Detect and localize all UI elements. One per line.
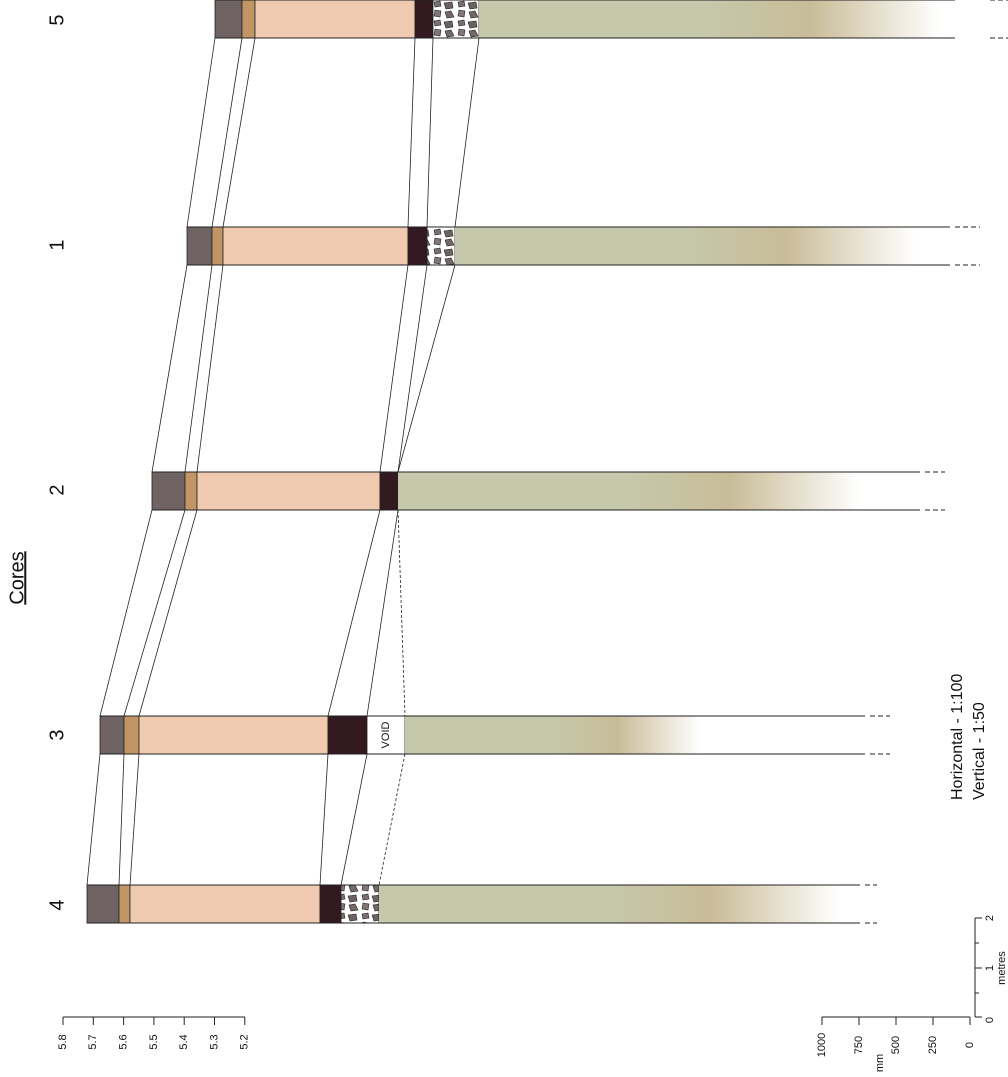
core-label: 3 — [46, 729, 68, 740]
correlation-line — [398, 265, 427, 472]
topsoil-layer — [87, 885, 119, 923]
correlation-line — [367, 510, 398, 716]
correlation-line — [223, 38, 255, 227]
correlation-line — [341, 754, 367, 885]
core-label: 4 — [46, 899, 68, 910]
correlation-line — [328, 510, 380, 716]
topsoil-layer — [152, 472, 185, 510]
scale-label: 5.8 — [57, 1034, 69, 1049]
correlation-line — [187, 38, 215, 227]
rubble-layer — [341, 885, 379, 923]
scales: Cores 5.8 5.7 5.6 5.5 5.4 5.3 5.2 1000 750 500 250 0… — [6, 551, 1008, 1072]
scale-label: 5.6 — [118, 1034, 130, 1049]
scale-label: 250 — [927, 1036, 939, 1054]
scale-label: 5.7 — [87, 1034, 99, 1049]
correlation-line — [398, 265, 455, 472]
correlation-line — [380, 265, 408, 472]
correlation-line — [130, 754, 139, 885]
void-label: VOID — [380, 722, 392, 749]
scale-unit: metres — [996, 951, 1008, 985]
correlation-line — [398, 510, 405, 716]
scale-label: 2 — [984, 915, 996, 921]
correlation-line — [455, 38, 479, 227]
topsoil-layer — [187, 227, 212, 265]
silt-layer — [223, 227, 408, 265]
correlation-line — [427, 38, 433, 227]
cores: 5 1 2 VOID 3 4 — [46, 0, 1008, 923]
scale-label: 500 — [890, 1036, 902, 1054]
core-label: 1 — [46, 239, 68, 250]
scale-label: 5.5 — [148, 1034, 160, 1049]
correlation-line — [124, 510, 185, 716]
correlation-line — [320, 754, 328, 885]
clay-layer — [479, 0, 940, 38]
silt-layer — [197, 472, 380, 510]
scale-note: Vertical - 1:50 — [971, 702, 988, 800]
topsoil-layer — [100, 716, 124, 754]
correlation-line — [87, 754, 100, 885]
correlation-line — [152, 265, 187, 472]
silt-layer — [139, 716, 328, 754]
correlation-lines — [87, 38, 479, 885]
page: {"title": "Cores", "cores": [{"label": "… — [0, 0, 1008, 1072]
scale-label: 5.2 — [239, 1034, 251, 1049]
correlation-line — [100, 510, 152, 716]
clay-layer — [379, 885, 840, 923]
core-label: 5 — [46, 14, 68, 25]
scale-label: 5.3 — [208, 1034, 220, 1049]
silt-layer — [130, 885, 320, 923]
correlation-line — [185, 265, 212, 472]
organic-layer — [415, 0, 433, 38]
sand-layer — [242, 0, 255, 38]
clay-layer — [405, 716, 700, 754]
scale-label: 5.4 — [178, 1034, 190, 1049]
core-label: 2 — [46, 484, 68, 495]
topsoil-layer — [215, 0, 242, 38]
clay-layer — [455, 227, 915, 265]
sand-layer — [124, 716, 139, 754]
organic-layer — [408, 227, 427, 265]
correlation-line — [379, 754, 405, 885]
silt-layer — [255, 0, 415, 38]
clay-layer — [398, 472, 860, 510]
scale-label: 0 — [964, 1042, 976, 1048]
sand-layer — [185, 472, 197, 510]
organic-layer — [320, 885, 341, 923]
rubble-layer — [433, 0, 479, 38]
core-diagram: 5 1 2 VOID 3 4 Cores 5.8 5.7 5.6 5.5 5.4 5.3 5.2 1000… — [0, 0, 1008, 1072]
scale-label: 1 — [984, 965, 996, 971]
correlation-line — [408, 38, 415, 227]
scale-note: Horizontal - 1:100 — [949, 674, 966, 800]
scale-label: 1000 — [816, 1033, 828, 1057]
organic-layer — [328, 716, 367, 754]
correlation-line — [212, 38, 242, 227]
sand-layer — [119, 885, 130, 923]
rubble-layer — [427, 227, 455, 265]
sand-layer — [212, 227, 223, 265]
scale-label: 0 — [984, 1017, 996, 1023]
correlation-line — [119, 754, 124, 885]
organic-layer — [380, 472, 398, 510]
correlation-line — [197, 265, 223, 472]
scale-label: 750 — [853, 1036, 865, 1054]
title: Cores — [6, 551, 28, 604]
scale-unit: mm — [874, 1054, 886, 1072]
correlation-line — [139, 510, 197, 716]
